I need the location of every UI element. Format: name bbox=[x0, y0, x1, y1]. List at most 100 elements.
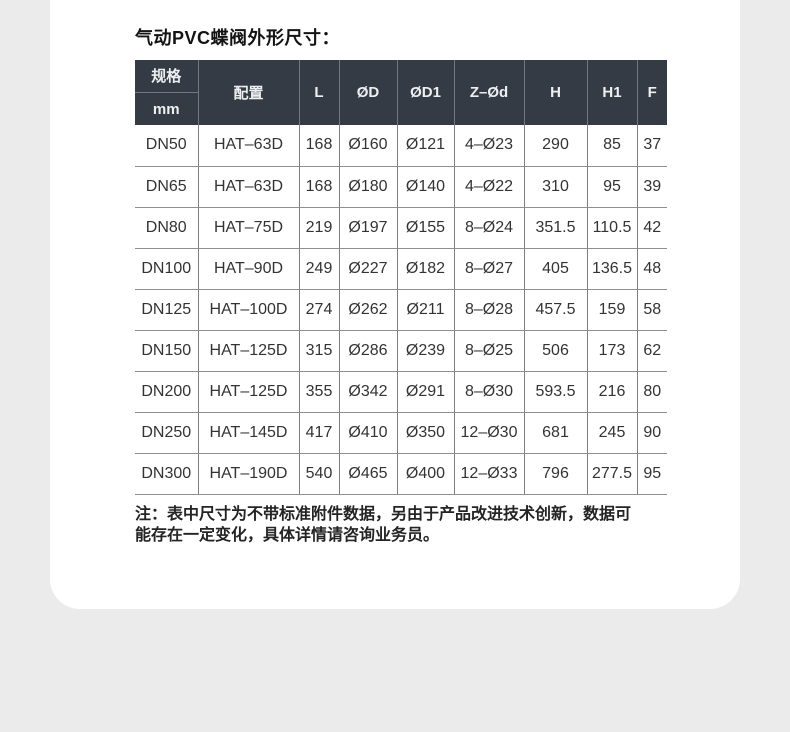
table-row: DN65 HAT–63D 168 Ø180 Ø140 4–Ø22 310 95 … bbox=[135, 166, 667, 208]
table-row: DN125 HAT–100D 274 Ø262 Ø211 8–Ø28 457.5… bbox=[135, 289, 667, 331]
cell-f: 42 bbox=[637, 207, 667, 249]
cell-z-od: 12–Ø30 bbox=[454, 412, 525, 454]
cell-od1: Ø182 bbox=[397, 248, 455, 290]
cell-od1: Ø350 bbox=[397, 412, 455, 454]
cell-h1: 277.5 bbox=[587, 453, 638, 495]
cell-od1: Ø211 bbox=[397, 289, 455, 331]
cell-config: HAT–145D bbox=[198, 412, 300, 454]
cell-spec: DN50 bbox=[135, 125, 199, 167]
cell-spec: DN80 bbox=[135, 207, 199, 249]
cell-l: 355 bbox=[299, 371, 340, 413]
cell-z-od: 4–Ø23 bbox=[454, 125, 525, 167]
cell-od: Ø262 bbox=[339, 289, 398, 331]
cell-config: HAT–63D bbox=[198, 166, 300, 208]
header-h: H bbox=[524, 60, 588, 125]
cell-h: 593.5 bbox=[524, 371, 588, 413]
cell-config: HAT–63D bbox=[198, 125, 300, 167]
table-row: DN100 HAT–90D 249 Ø227 Ø182 8–Ø27 405 13… bbox=[135, 248, 667, 290]
cell-h1: 95 bbox=[587, 166, 638, 208]
cell-l: 315 bbox=[299, 330, 340, 372]
cell-h1: 216 bbox=[587, 371, 638, 413]
cell-l: 168 bbox=[299, 125, 340, 167]
cell-spec: DN200 bbox=[135, 371, 199, 413]
cell-od: Ø410 bbox=[339, 412, 398, 454]
cell-h: 290 bbox=[524, 125, 588, 167]
cell-z-od: 8–Ø28 bbox=[454, 289, 525, 331]
cell-h1: 159 bbox=[587, 289, 638, 331]
header-od: ØD bbox=[339, 60, 398, 125]
cell-h: 457.5 bbox=[524, 289, 588, 331]
cell-config: HAT–75D bbox=[198, 207, 300, 249]
cell-z-od: 12–Ø33 bbox=[454, 453, 525, 495]
cell-l: 540 bbox=[299, 453, 340, 495]
cell-od: Ø180 bbox=[339, 166, 398, 208]
cell-f: 80 bbox=[637, 371, 667, 413]
cell-h: 310 bbox=[524, 166, 588, 208]
cell-spec: DN100 bbox=[135, 248, 199, 290]
dimensions-table: 规格 mm 配置 L ØD ØD1 Z–Ød H H1 F DN50 HAT–6… bbox=[135, 60, 667, 495]
cell-f: 62 bbox=[637, 330, 667, 372]
cell-od: Ø342 bbox=[339, 371, 398, 413]
table-row: DN80 HAT–75D 219 Ø197 Ø155 8–Ø24 351.5 1… bbox=[135, 207, 667, 249]
cell-h1: 245 bbox=[587, 412, 638, 454]
card-content: 气动PVC蝶阀外形尺寸： 规格 mm 配置 bbox=[50, 0, 740, 546]
table-row: DN150 HAT–125D 315 Ø286 Ø239 8–Ø25 506 1… bbox=[135, 330, 667, 372]
cell-h1: 85 bbox=[587, 125, 638, 167]
cell-od1: Ø121 bbox=[397, 125, 455, 167]
cell-config: HAT–100D bbox=[198, 289, 300, 331]
header-spec-mm: 规格 mm bbox=[135, 60, 199, 125]
cell-od1: Ø140 bbox=[397, 166, 455, 208]
cell-f: 37 bbox=[637, 125, 667, 167]
cell-od1: Ø239 bbox=[397, 330, 455, 372]
cell-h1: 110.5 bbox=[587, 207, 638, 249]
cell-od: Ø227 bbox=[339, 248, 398, 290]
cell-l: 417 bbox=[299, 412, 340, 454]
cell-f: 90 bbox=[637, 412, 667, 454]
cell-f: 95 bbox=[637, 453, 667, 495]
cell-z-od: 8–Ø24 bbox=[454, 207, 525, 249]
header-l: L bbox=[299, 60, 340, 125]
cell-z-od: 8–Ø25 bbox=[454, 330, 525, 372]
header-z-od: Z–Ød bbox=[454, 60, 525, 125]
cell-spec: DN65 bbox=[135, 166, 199, 208]
cell-config: HAT–90D bbox=[198, 248, 300, 290]
cell-h: 681 bbox=[524, 412, 588, 454]
cell-od1: Ø155 bbox=[397, 207, 455, 249]
cell-l: 249 bbox=[299, 248, 340, 290]
cell-spec: DN125 bbox=[135, 289, 199, 331]
cell-z-od: 4–Ø22 bbox=[454, 166, 525, 208]
cell-od1: Ø291 bbox=[397, 371, 455, 413]
header-od1: ØD1 bbox=[397, 60, 455, 125]
cell-od: Ø160 bbox=[339, 125, 398, 167]
content-card: 气动PVC蝶阀外形尺寸： 规格 mm 配置 bbox=[50, 0, 740, 609]
table-row: DN300 HAT–190D 540 Ø465 Ø400 12–Ø33 796 … bbox=[135, 453, 667, 495]
cell-f: 58 bbox=[637, 289, 667, 331]
cell-h: 506 bbox=[524, 330, 588, 372]
cell-od: Ø465 bbox=[339, 453, 398, 495]
cell-spec: DN150 bbox=[135, 330, 199, 372]
cell-l: 274 bbox=[299, 289, 340, 331]
cell-od1: Ø400 bbox=[397, 453, 455, 495]
header-mm-label: mm bbox=[152, 100, 180, 118]
cell-h1: 173 bbox=[587, 330, 638, 372]
cell-h: 351.5 bbox=[524, 207, 588, 249]
header-h1: H1 bbox=[587, 60, 638, 125]
cell-spec: DN250 bbox=[135, 412, 199, 454]
cell-od: Ø286 bbox=[339, 330, 398, 372]
cell-h: 405 bbox=[524, 248, 588, 290]
table-row: DN200 HAT–125D 355 Ø342 Ø291 8–Ø30 593.5… bbox=[135, 371, 667, 413]
header-config: 配置 bbox=[198, 60, 300, 125]
cell-config: HAT–190D bbox=[198, 453, 300, 495]
page-title: 气动PVC蝶阀外形尺寸： bbox=[135, 28, 341, 48]
cell-l: 219 bbox=[299, 207, 340, 249]
footnote-line-2: 能存在一定变化，具体详情请咨询业务员。 bbox=[135, 526, 440, 544]
cell-f: 39 bbox=[637, 166, 667, 208]
cell-z-od: 8–Ø30 bbox=[454, 371, 525, 413]
table-row: DN50 HAT–63D 168 Ø160 Ø121 4–Ø23 290 85 … bbox=[135, 125, 667, 167]
header-f: F bbox=[637, 60, 667, 125]
cell-config: HAT–125D bbox=[198, 330, 300, 372]
header-spec-label: 规格 bbox=[135, 61, 198, 93]
table-header: 规格 mm 配置 L ØD ØD1 Z–Ød H H1 F bbox=[135, 60, 667, 125]
cell-l: 168 bbox=[299, 166, 340, 208]
footnote: 注：表中尺寸为不带标准附件数据，另由于产品改进技术创新，数据可 能存在一定变化，… bbox=[135, 504, 710, 546]
